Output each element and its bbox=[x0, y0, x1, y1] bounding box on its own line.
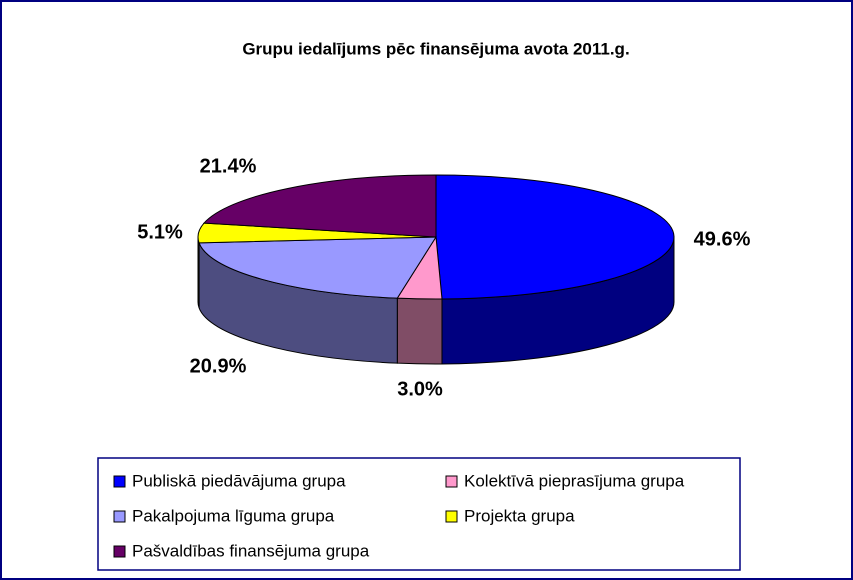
legend-label: Pakalpojuma līguma grupa bbox=[132, 506, 335, 525]
pie-slice bbox=[203, 174, 437, 238]
pie-slice-side bbox=[396, 297, 443, 365]
chart-title: Grupu iedalījums pēc finansējuma avota 2… bbox=[242, 39, 629, 58]
pie-tops bbox=[197, 174, 675, 300]
legend-box bbox=[97, 457, 741, 571]
legend-swatch bbox=[445, 510, 458, 523]
legend-label: Publiskā piedāvājuma grupa bbox=[132, 471, 346, 490]
legend-swatch bbox=[113, 510, 126, 523]
data-label: 3.0% bbox=[397, 378, 443, 400]
data-label: 5.1% bbox=[137, 221, 183, 243]
legend-label: Pašvaldības finansējuma grupa bbox=[132, 541, 370, 560]
pie-slice bbox=[198, 236, 437, 299]
legend-label: Kolektīvā pieprasījuma grupa bbox=[464, 471, 685, 490]
data-label: 21.4% bbox=[200, 155, 257, 177]
legend-label: Projekta grupa bbox=[464, 506, 575, 525]
data-label: 49.6% bbox=[694, 228, 751, 250]
legend-swatch bbox=[113, 475, 126, 488]
legend-swatch bbox=[445, 475, 458, 488]
pie-slice-side bbox=[197, 236, 200, 309]
pie-slice bbox=[435, 174, 675, 300]
data-label: 20.9% bbox=[190, 355, 247, 377]
legend-swatch bbox=[113, 545, 126, 558]
